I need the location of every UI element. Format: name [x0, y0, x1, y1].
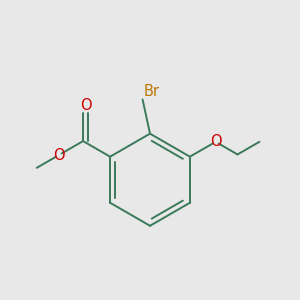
Text: Br: Br	[144, 84, 160, 99]
Text: O: O	[80, 98, 92, 113]
Text: O: O	[53, 148, 64, 163]
Text: O: O	[210, 134, 221, 149]
